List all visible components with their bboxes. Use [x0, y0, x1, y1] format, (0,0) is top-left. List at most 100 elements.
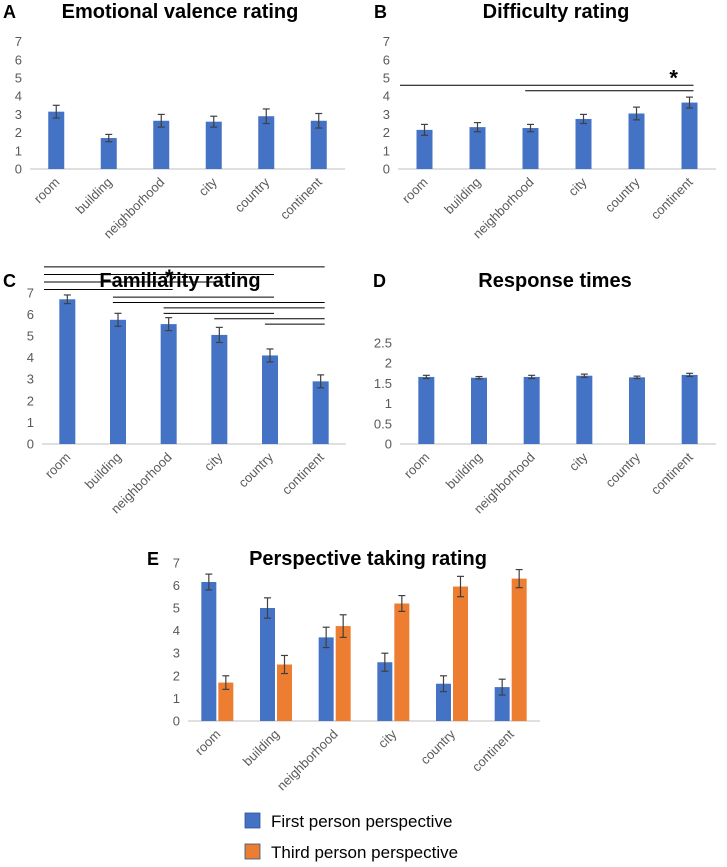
legend-swatch [244, 812, 261, 829]
y-tick-label: 7 [383, 34, 390, 49]
y-tick-label: 5 [383, 71, 390, 86]
y-tick-label: 5 [15, 71, 22, 86]
y-tick-label: 3 [173, 646, 180, 661]
y-tick-label: 3 [27, 372, 34, 387]
y-tick-label: 1 [15, 143, 22, 158]
bar-continent [494, 687, 510, 721]
y-tick-label: 7 [173, 555, 180, 570]
bar-building [260, 608, 275, 721]
panel-label: A [3, 2, 16, 22]
bar-city [394, 603, 410, 721]
category-label: continent [648, 174, 696, 222]
y-tick-label: 2 [15, 125, 22, 140]
category-label: room [31, 175, 63, 207]
y-tick-label: 0 [385, 437, 392, 452]
bar-continent [310, 120, 327, 169]
category-label: continent [279, 449, 327, 497]
y-tick-label: 0 [173, 714, 180, 729]
bar-continent [681, 102, 698, 169]
legend-label: Third person perspective [271, 843, 458, 862]
y-tick-label: 4 [27, 350, 34, 365]
y-tick-label: 4 [383, 89, 390, 104]
category-label: continent [277, 174, 325, 222]
bar-building [471, 377, 487, 444]
legend: First person perspective Third person per… [244, 812, 458, 862]
bar-building [110, 319, 126, 444]
category-label: continent [469, 726, 517, 774]
bar-neighborhood [160, 324, 177, 444]
y-tick-label: 6 [173, 578, 180, 593]
significance-star: * [165, 265, 174, 290]
panel-a: A Emotional valence rating 0 1 2 3 4 5 6 7 room bui… [3, 1, 345, 241]
y-tick-label: 2 [27, 393, 34, 408]
y-tick-label: 0.5 [374, 416, 392, 431]
chart-title: Perspective taking rating [249, 548, 487, 570]
y-tick-label: 1 [385, 396, 392, 411]
bar-neighborhood [335, 626, 351, 721]
y-tick-label: 3 [383, 107, 390, 122]
category-label: room [399, 175, 431, 207]
category-label: building [443, 450, 485, 492]
bar-continent [511, 578, 527, 721]
y-tick-label: 1 [383, 143, 390, 158]
category-label: room [401, 450, 433, 482]
category-label: building [73, 175, 115, 217]
y-tick-label: 6 [383, 52, 390, 67]
y-tick-label: 5 [173, 601, 180, 616]
category-label: neighborhood [274, 727, 341, 794]
bar-neighborhood [522, 128, 539, 169]
bar-room [416, 129, 433, 169]
y-tick-label: 2.5 [374, 336, 392, 351]
y-tick-label: 5 [27, 329, 34, 344]
panel-label: C [3, 271, 16, 291]
y-tick-label: 6 [27, 307, 34, 322]
chart-title: Response times [478, 270, 631, 292]
bar-country [628, 113, 645, 169]
category-label: city [565, 174, 590, 199]
category-label: country [602, 174, 643, 215]
bar-building [100, 138, 117, 169]
category-label: building [240, 727, 282, 769]
bar-country [453, 586, 468, 721]
category-label: country [235, 449, 276, 490]
y-tick-label: 6 [15, 52, 22, 67]
bar-room [218, 682, 234, 721]
bar-city [205, 121, 222, 169]
category-label: building [82, 450, 124, 492]
bar-city [211, 334, 228, 444]
category-label: continent [648, 449, 696, 497]
bar-city [575, 118, 592, 169]
bar-neighborhood [318, 637, 334, 721]
bar-neighborhood [153, 120, 170, 169]
panel-e: E Perspective taking rating 0 1 2 3 4 5 6 7 room bu… [147, 548, 540, 793]
bar-city [576, 375, 593, 444]
category-label: room [192, 727, 224, 759]
bar-room [201, 582, 217, 721]
legend-swatch [244, 843, 261, 860]
y-tick-label: 7 [15, 34, 22, 49]
bar-building [469, 127, 486, 169]
y-tick-label: 2 [385, 356, 392, 371]
y-tick-label: 2 [173, 668, 180, 683]
bar-country [436, 683, 451, 721]
panel-label: E [147, 549, 159, 569]
panel-label: B [374, 2, 387, 22]
y-tick-label: 1.5 [374, 376, 392, 391]
y-tick-label: 1 [27, 415, 34, 430]
bar-continent [681, 374, 698, 444]
y-tick-label: 4 [173, 623, 180, 638]
chart-title: Familiarity rating [99, 270, 260, 292]
y-tick-label: 4 [15, 89, 22, 104]
category-label: country [602, 449, 643, 490]
bar-room [59, 299, 76, 444]
bar-country [629, 377, 645, 444]
category-label: city [195, 174, 220, 199]
panel-label: D [373, 271, 386, 291]
category-label: city [375, 726, 400, 751]
bar-city [377, 662, 393, 721]
y-tick-label: 0 [15, 162, 22, 177]
